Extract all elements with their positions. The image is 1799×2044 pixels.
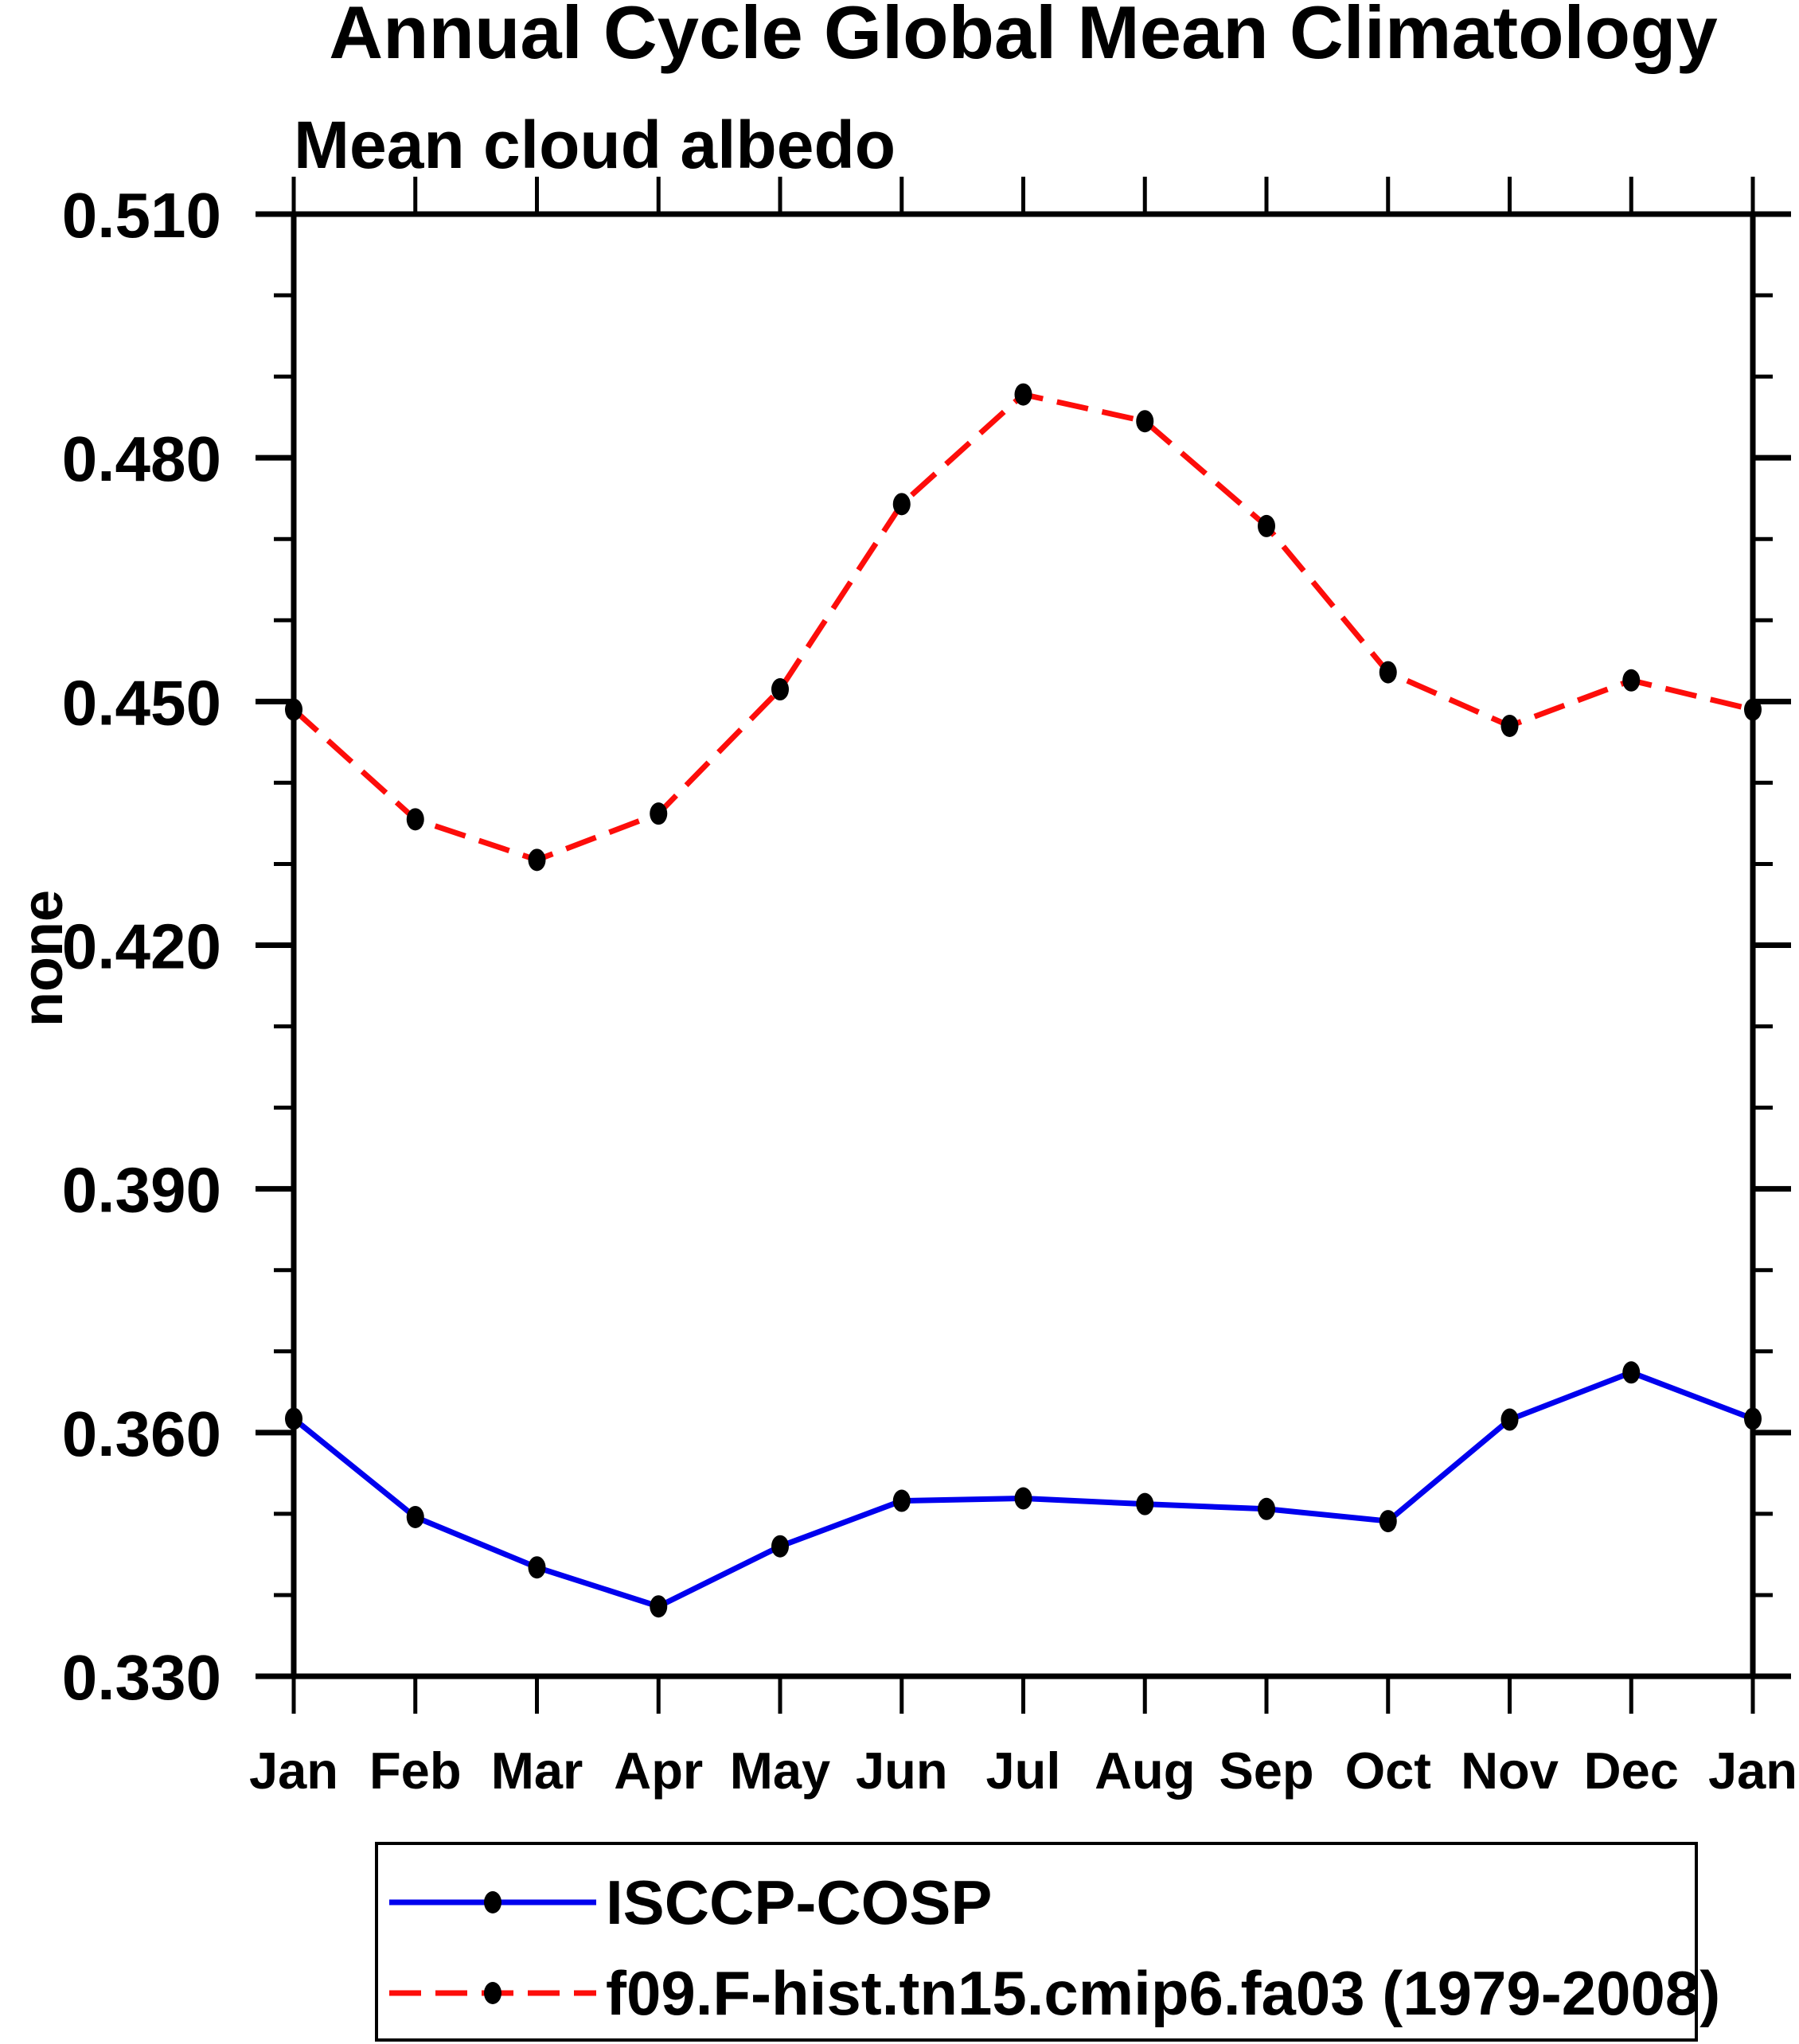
series-marker-1 bbox=[1014, 383, 1032, 406]
x-tick-label: Aug bbox=[1095, 1742, 1195, 1800]
chart-subtitle: Mean cloud albedo bbox=[294, 107, 896, 182]
x-tick-label: Jul bbox=[986, 1742, 1061, 1800]
x-tick-label: Jun bbox=[856, 1742, 948, 1800]
legend-swatch-dashed-line-icon bbox=[389, 1982, 596, 2004]
y-tick-label: 0.360 bbox=[62, 1398, 221, 1469]
series-marker-0 bbox=[1622, 1361, 1641, 1384]
x-tick-label: Dec bbox=[1584, 1742, 1679, 1800]
y-tick-label: 0.450 bbox=[62, 667, 221, 738]
series-line-1 bbox=[291, 392, 1754, 863]
y-tick-label: 0.420 bbox=[62, 911, 221, 982]
series-marker-1 bbox=[528, 848, 546, 872]
y-tick-label: 0.330 bbox=[62, 1642, 221, 1713]
y-tick-label: 0.510 bbox=[62, 180, 221, 251]
x-tick-label: Nov bbox=[1461, 1742, 1559, 1800]
series-marker-1 bbox=[406, 808, 424, 831]
x-tick-label: Jan bbox=[249, 1742, 338, 1800]
series-marker-1 bbox=[1136, 410, 1154, 433]
legend-swatch-solid-line-icon bbox=[389, 1891, 596, 1913]
legend-label: f09.F-hist.tn15.cmip6.fa03 (1979-2008) bbox=[606, 1958, 1721, 2028]
x-tick-label: Sep bbox=[1219, 1742, 1313, 1800]
series-marker-1 bbox=[1744, 698, 1762, 721]
series-marker-1 bbox=[1379, 661, 1397, 684]
series-marker-0 bbox=[528, 1556, 546, 1579]
series-marker-0 bbox=[892, 1489, 911, 1512]
x-tick-label: Apr bbox=[614, 1742, 703, 1800]
y-tick-label: 0.390 bbox=[62, 1155, 221, 1226]
series-marker-0 bbox=[285, 1407, 302, 1430]
series-marker-0 bbox=[1258, 1497, 1275, 1520]
legend-entry-f09: f09.F-hist.tn15.cmip6.fa03 (1979-2008) bbox=[378, 1962, 1720, 2024]
series-marker-0 bbox=[1744, 1407, 1762, 1430]
series-marker-1 bbox=[892, 493, 911, 516]
legend-entry-isccp: ISCCP-COSP bbox=[378, 1871, 992, 1933]
x-tick-label: Oct bbox=[1345, 1742, 1431, 1800]
series-marker-0 bbox=[771, 1535, 789, 1558]
series-marker-1 bbox=[650, 802, 668, 825]
series-marker-1 bbox=[285, 698, 302, 721]
series-marker-1 bbox=[771, 678, 789, 701]
series-marker-1 bbox=[1622, 669, 1641, 692]
x-tick-label: Jan bbox=[1708, 1742, 1797, 1800]
series-marker-0 bbox=[1379, 1510, 1397, 1533]
x-tick-label: May bbox=[730, 1742, 830, 1800]
series-marker-0 bbox=[650, 1595, 668, 1618]
x-tick-label: Mar bbox=[491, 1742, 583, 1800]
series-marker-0 bbox=[1136, 1492, 1154, 1515]
y-tick-label: 0.480 bbox=[62, 423, 221, 494]
legend-label: ISCCP-COSP bbox=[606, 1867, 993, 1937]
series-marker-0 bbox=[1500, 1408, 1519, 1431]
series-marker-1 bbox=[1500, 714, 1519, 737]
chart-title: Annual Cycle Global Mean Climatology bbox=[329, 0, 1718, 74]
series-marker-0 bbox=[406, 1505, 424, 1528]
axis-frame bbox=[291, 211, 1756, 1679]
legend: ISCCP-COSP f09.F-hist.tn15.cmip6.fa03 (1… bbox=[375, 1842, 1720, 2042]
series-marker-0 bbox=[1014, 1487, 1032, 1510]
series-marker-1 bbox=[1258, 514, 1275, 537]
x-tick-label: Feb bbox=[369, 1742, 462, 1800]
